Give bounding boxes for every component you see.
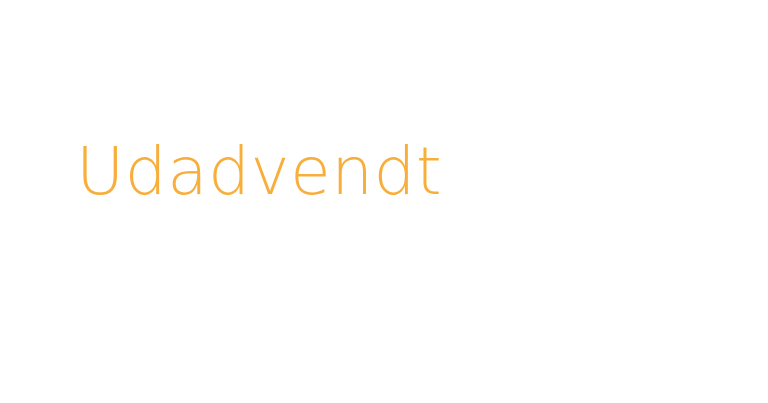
hero-heading: Udadvendt xyxy=(76,133,443,210)
